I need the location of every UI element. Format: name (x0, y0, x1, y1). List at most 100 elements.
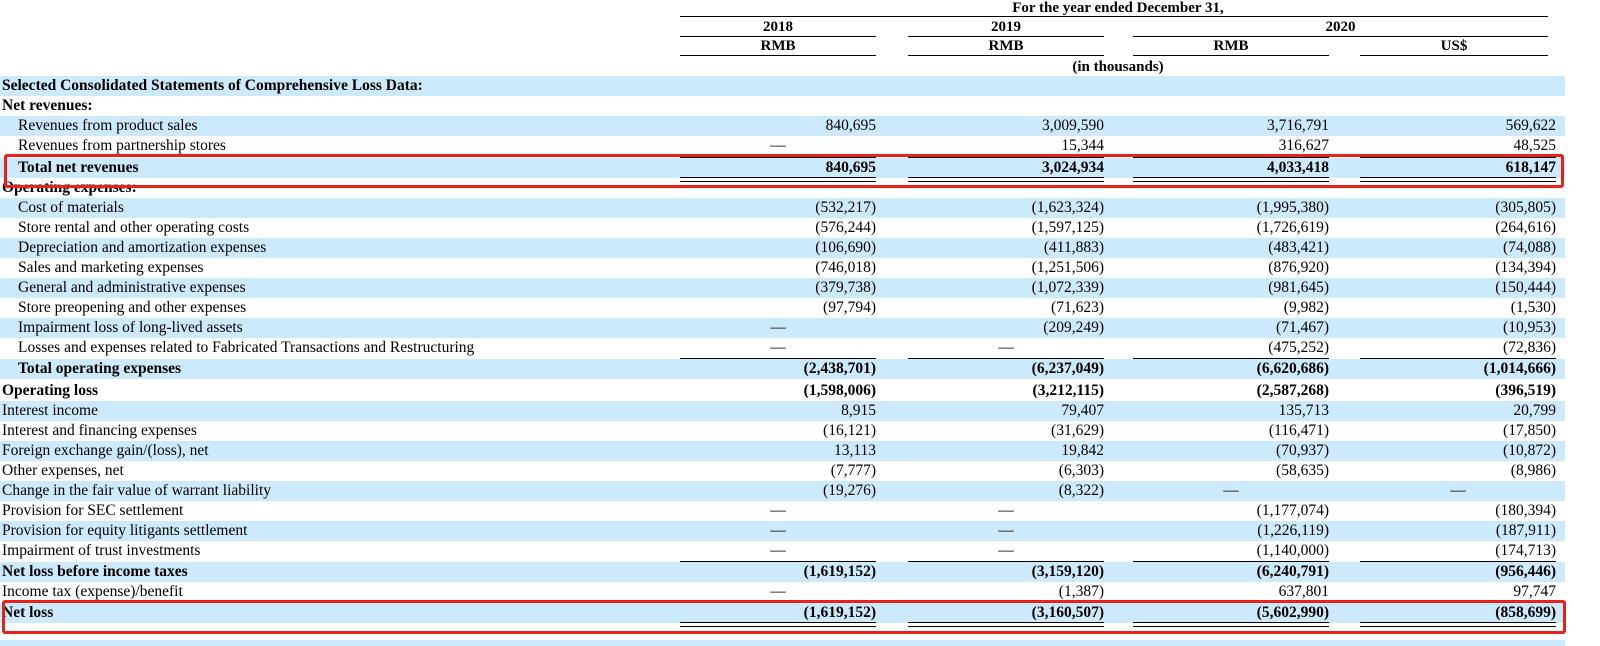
subtotal-rule (680, 157, 876, 158)
row-value: 8,915 (841, 402, 876, 419)
row-value: (1,619,152) (803, 563, 876, 580)
table-row: Total net revenues 840,695 3,024,934 4,033,… (0, 158, 1565, 178)
year-rule-2020 (1133, 36, 1548, 37)
highlight-net-loss (2, 600, 1566, 634)
subtotal-rule (1360, 561, 1556, 562)
row-value: (180,394) (1495, 502, 1556, 519)
table-row: Interest and financing expenses (16,121) (… (0, 421, 1565, 441)
row-value: 569,622 (1505, 117, 1556, 134)
row-value: — (1450, 482, 1466, 499)
subtotal-rule (1133, 561, 1329, 562)
row-label: Foreign exchange gain/(loss), net (2, 442, 209, 459)
row-value: (6,237,049) (1031, 360, 1104, 377)
row-value: 4,033,418 (1267, 159, 1329, 176)
row-value: (10,953) (1503, 319, 1556, 336)
table-row: Impairment of trust investments — — (1,140,… (0, 541, 1565, 561)
row-label: Revenues from product sales (18, 117, 198, 134)
row-value: (187,911) (1495, 522, 1556, 539)
total-double-rule (680, 622, 876, 627)
table-row: Net loss (1,619,152) (3,160,507) (5,602,990… (0, 603, 1565, 623)
row-value: (1,014,666) (1483, 360, 1556, 377)
row-value: (8,986) (1510, 462, 1556, 479)
subtotal-rule (1360, 157, 1556, 158)
row-value: (1,072,339) (1031, 279, 1104, 296)
row-label: Provision for equity litigants settlemen… (2, 522, 248, 539)
subtotal-rule (680, 561, 876, 562)
row-label: Depreciation and amortization expenses (18, 239, 267, 256)
period-title: For the year ended December 31, (1012, 0, 1224, 16)
row-value: 79,407 (1061, 402, 1104, 419)
total-double-rule (680, 177, 876, 182)
row-value: (31,629) (1051, 422, 1104, 439)
table-row: Operating loss (1,598,006) (3,212,115) (2,5… (0, 381, 1565, 401)
table-row: Store rental and other operating costs (5… (0, 218, 1565, 238)
row-value: (150,444) (1495, 279, 1556, 296)
row-value: (8,322) (1058, 482, 1104, 499)
row-value: (483,421) (1268, 239, 1329, 256)
row-value: (1,726,619) (1256, 219, 1329, 236)
currency-rule-2020-usd (1360, 55, 1548, 56)
row-value: 3,024,934 (1042, 159, 1104, 176)
row-value: 20,799 (1513, 402, 1556, 419)
table-row: Change in the fair value of warrant liab… (0, 481, 1565, 501)
row-value: (576,244) (815, 219, 876, 236)
row-value: (6,240,791) (1256, 563, 1329, 580)
table-row: Store preopening and other expenses (97,7… (0, 298, 1565, 318)
row-value: (19,276) (823, 482, 876, 499)
row-value: 316,627 (1278, 137, 1329, 154)
row-label: Operating loss (2, 382, 99, 399)
row-label: Cost of materials (18, 199, 124, 216)
row-value: (396,519) (1495, 382, 1556, 399)
row-value: 637,801 (1278, 583, 1329, 600)
row-value: (1,251,506) (1031, 259, 1104, 276)
row-value: 135,713 (1278, 402, 1329, 419)
currency-2020-rmb: RMB (1213, 38, 1249, 54)
row-label: Losses and expenses related to Fabricate… (18, 339, 475, 356)
row-value: (981,645) (1268, 279, 1329, 296)
row-value: (7,777) (830, 462, 876, 479)
row-value: 48,525 (1513, 137, 1556, 154)
table-row: Other expenses, net (7,777) (6,303) (58,635… (0, 461, 1565, 481)
row-value: — (770, 583, 786, 600)
row-value: (876,920) (1268, 259, 1329, 276)
table-row: Provision for equity litigants settlemen… (0, 521, 1565, 541)
row-value: (10,872) (1503, 442, 1556, 459)
subtotal-rule (680, 358, 876, 359)
row-value: (97,794) (823, 299, 876, 316)
row-value: (174,713) (1495, 542, 1556, 559)
row-value: (1,177,074) (1256, 502, 1329, 519)
table-row: Depreciation and amortization expenses (1… (0, 238, 1565, 258)
row-label: Other expenses, net (2, 462, 124, 479)
year-2018: 2018 (763, 19, 793, 35)
row-label: Total operating expenses (18, 360, 182, 377)
subtotal-rule (1133, 157, 1329, 158)
row-value: (475,252) (1268, 339, 1329, 356)
row-value: (74,088) (1503, 239, 1556, 256)
total-double-rule (1133, 622, 1329, 627)
row-value: (3,212,115) (1032, 382, 1104, 399)
row-value: (209,249) (1043, 319, 1104, 336)
row-value: 13,113 (833, 442, 876, 459)
row-value: 840,695 (825, 117, 876, 134)
row-label: Net loss before income taxes (2, 563, 188, 580)
currency-2019: RMB (988, 38, 1024, 54)
row-value: (72,836) (1503, 339, 1556, 356)
row-label: Store rental and other operating costs (18, 219, 250, 236)
row-label: Impairment loss of long-lived assets (18, 319, 243, 336)
table-row: Cost of materials (532,217) (1,623,324) (1,… (0, 198, 1565, 218)
table-row: Revenues from partnership stores — 15,344 3… (0, 136, 1565, 156)
row-value: (71,467) (1276, 319, 1329, 336)
row-value: (1,530) (1510, 299, 1556, 316)
table-row: Sales and marketing expenses (746,018) (1,… (0, 258, 1565, 278)
row-value: (858,699) (1495, 604, 1556, 621)
row-value: — (770, 522, 786, 539)
subtotal-rule (1133, 358, 1329, 359)
row-value: (1,598,006) (803, 382, 876, 399)
currency-rule-2019 (908, 55, 1104, 56)
currency-rule-2020-rmb (1133, 55, 1329, 56)
row-label: Net revenues: (2, 97, 93, 114)
header-rule-top (680, 16, 1548, 17)
row-value: (1,140,000) (1256, 542, 1329, 559)
row-value: — (770, 542, 786, 559)
cut-off-row (0, 640, 1565, 646)
